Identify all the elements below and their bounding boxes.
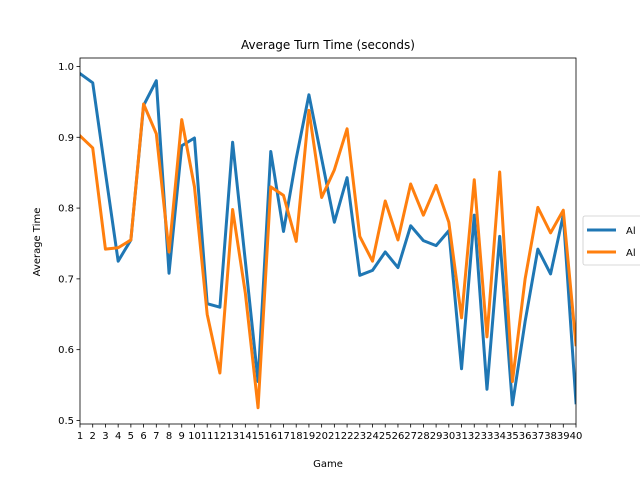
x-tick-label: 9 xyxy=(179,431,185,442)
plot-frame xyxy=(79,57,577,425)
x-tick-label: 24 xyxy=(366,431,379,442)
x-tick-label: 13 xyxy=(226,431,239,442)
x-tick-label: 20 xyxy=(315,431,328,442)
x-tick-label: 4 xyxy=(115,431,121,442)
x-tick-label: 8 xyxy=(166,431,172,442)
series-line-2 xyxy=(80,102,576,410)
x-tick-label: 30 xyxy=(442,431,455,442)
x-tick-label: 32 xyxy=(468,431,481,442)
x-tick-label: 27 xyxy=(404,431,417,442)
legend-label-1: Al xyxy=(626,226,636,237)
x-tick-label: 29 xyxy=(430,431,443,442)
x-tick-label: 3 xyxy=(102,431,108,442)
y-axis-label: Average Time xyxy=(32,208,43,277)
x-tick-label: 22 xyxy=(341,431,354,442)
x-tick-label: 7 xyxy=(153,431,159,442)
x-tick-label: 16 xyxy=(264,431,277,442)
x-tick-label: 10 xyxy=(188,431,201,442)
y-axis: 0.5 0.6 0.7 0.8 0.9 1.0 xyxy=(58,62,80,427)
x-tick-label: 1 xyxy=(77,431,83,442)
x-tick-label: 40 xyxy=(570,431,583,442)
x-tick-label: 19 xyxy=(303,431,316,442)
plot-area xyxy=(80,71,576,410)
x-tick-label: 34 xyxy=(493,431,506,442)
x-tick-label: 17 xyxy=(277,431,290,442)
x-tick-label: 11 xyxy=(201,431,214,442)
x-tick-label: 25 xyxy=(379,431,392,442)
x-axis: 1 2 3 4 5 6 7 8 9 10 11 12 13 14 15 16 17 18 19 20 21 22 23 24 2… xyxy=(77,424,583,442)
x-tick-label: 31 xyxy=(455,431,468,442)
x-tick-label: 6 xyxy=(140,431,146,442)
x-tick-label: 15 xyxy=(252,431,265,442)
x-tick-label: 18 xyxy=(290,431,303,442)
x-axis-label: Game xyxy=(313,459,343,470)
x-tick-label: 35 xyxy=(506,431,519,442)
x-tick-label: 33 xyxy=(481,431,494,442)
x-tick-label: 28 xyxy=(417,431,430,442)
y-tick-label: 0.8 xyxy=(58,204,74,215)
x-tick-label: 14 xyxy=(239,431,252,442)
y-tick-label: 0.9 xyxy=(58,133,74,144)
x-tick-label: 21 xyxy=(328,431,341,442)
x-tick-label: 36 xyxy=(519,431,532,442)
x-tick-label: 26 xyxy=(392,431,405,442)
x-tick-label: 2 xyxy=(90,431,96,442)
x-tick-label: 39 xyxy=(557,431,570,442)
x-tick-label: 23 xyxy=(353,431,366,442)
y-tick-label: 0.5 xyxy=(58,416,74,427)
x-tick-label: 12 xyxy=(214,431,227,442)
legend: Al Al xyxy=(582,215,640,266)
series-line-1 xyxy=(80,71,576,407)
chart-title: Average Turn Time (seconds) xyxy=(241,38,415,52)
x-tick-label: 38 xyxy=(544,431,557,442)
x-tick-label: 5 xyxy=(128,431,134,442)
x-tick-label: 37 xyxy=(531,431,544,442)
y-tick-label: 0.6 xyxy=(58,345,74,356)
y-tick-label: 0.7 xyxy=(58,274,74,285)
y-tick-label: 1.0 xyxy=(58,62,74,73)
legend-label-2: Al xyxy=(626,248,636,259)
